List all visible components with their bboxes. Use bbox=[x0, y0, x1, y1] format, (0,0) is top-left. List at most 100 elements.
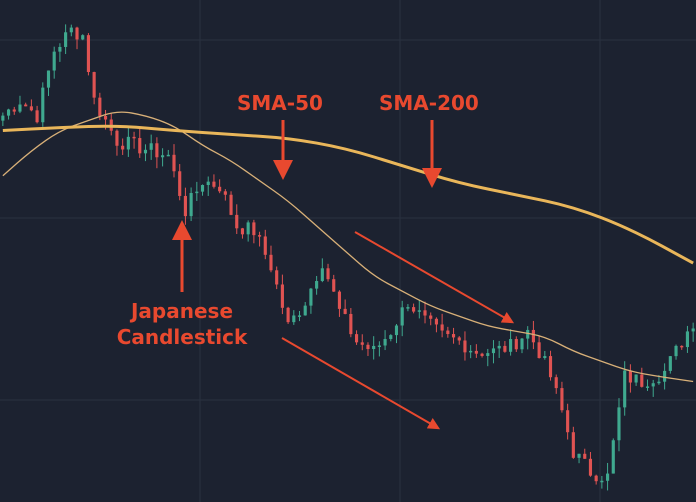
candle-bear bbox=[235, 214, 239, 229]
candle-bear bbox=[548, 356, 553, 378]
candle-bull bbox=[651, 383, 655, 387]
candle-bear bbox=[429, 315, 433, 319]
sma50-label: SMA-50 bbox=[237, 91, 323, 115]
candle-bull bbox=[617, 407, 621, 441]
candle-bull bbox=[41, 87, 45, 123]
candle-bull bbox=[309, 288, 313, 306]
candle-bear bbox=[252, 222, 256, 236]
candle-bear bbox=[212, 181, 216, 187]
candle-bull bbox=[81, 35, 85, 40]
candle-bear bbox=[172, 154, 176, 172]
candle-bear bbox=[121, 145, 125, 150]
candle-bear bbox=[223, 191, 227, 195]
candle-bull bbox=[383, 338, 387, 346]
candle-bear bbox=[354, 334, 359, 343]
candle-bull bbox=[417, 310, 421, 312]
candle-bear bbox=[554, 377, 558, 389]
candle-bear bbox=[12, 109, 16, 112]
candle-bear bbox=[560, 388, 564, 411]
candle-bull bbox=[645, 386, 650, 388]
candle-bear bbox=[183, 195, 187, 217]
sma200-line bbox=[2, 124, 694, 265]
candle-bear bbox=[440, 324, 444, 331]
sma50-line bbox=[2, 111, 694, 383]
candle-bear bbox=[24, 104, 28, 107]
candle-bull bbox=[126, 136, 130, 150]
candle-bull bbox=[674, 345, 678, 357]
candle-bull bbox=[52, 51, 56, 71]
candle-bear bbox=[680, 345, 684, 348]
candle-bull bbox=[143, 149, 148, 154]
candle-bear bbox=[366, 344, 370, 350]
candle-bear bbox=[155, 143, 159, 158]
candle-bear bbox=[474, 350, 478, 354]
candle-bear bbox=[75, 27, 79, 40]
candle-bear bbox=[566, 410, 570, 433]
candle-bull bbox=[246, 222, 250, 235]
candlestick-arrow-head bbox=[172, 220, 192, 240]
candle-bear bbox=[343, 308, 347, 314]
candle-bear bbox=[434, 318, 438, 325]
annotations: SMA-50 SMA-200 Japanese Candlestick bbox=[117, 91, 515, 430]
candle-bear bbox=[514, 339, 518, 350]
candle-bear bbox=[571, 432, 575, 458]
candle-bear bbox=[480, 353, 484, 356]
candle-bull bbox=[292, 315, 296, 323]
candle-bear bbox=[263, 236, 267, 255]
candle-bull bbox=[663, 370, 667, 382]
candle-bear bbox=[138, 138, 142, 154]
candle-bull bbox=[606, 473, 610, 481]
candle-bull bbox=[491, 348, 496, 354]
candle-bear bbox=[537, 342, 541, 358]
candle-bear bbox=[503, 345, 507, 352]
candle-bull bbox=[509, 339, 513, 352]
candle-bear bbox=[583, 453, 587, 459]
candle-bear bbox=[451, 334, 456, 338]
candle-bull bbox=[161, 155, 165, 158]
candle-bear bbox=[92, 72, 96, 98]
candle-bear bbox=[640, 374, 644, 387]
candle-bull bbox=[634, 374, 638, 383]
candle-bull bbox=[189, 192, 193, 217]
candlestick-label-line2: Candlestick bbox=[117, 325, 248, 349]
candle-bear bbox=[337, 291, 342, 309]
candle-bear bbox=[103, 115, 108, 120]
candle-bear bbox=[332, 279, 336, 292]
candle-bear bbox=[360, 342, 364, 345]
candle-bear bbox=[98, 97, 102, 116]
sma200-arrow-head bbox=[422, 168, 442, 188]
candlestick-label-line1: Japanese bbox=[129, 299, 233, 323]
candles bbox=[1, 24, 695, 491]
candle-bull bbox=[520, 338, 524, 350]
candle-bear bbox=[280, 284, 284, 308]
candle-bull bbox=[691, 328, 695, 332]
candle-bear bbox=[218, 186, 222, 192]
candle-bull bbox=[486, 353, 490, 356]
candle-bull bbox=[668, 356, 672, 371]
candle-bull bbox=[400, 307, 404, 326]
candle-bull bbox=[64, 32, 68, 47]
candle-bull bbox=[389, 335, 393, 339]
candle-bull bbox=[195, 191, 199, 194]
candle-bull bbox=[469, 350, 473, 353]
candle-bull bbox=[577, 453, 581, 458]
candle-bear bbox=[326, 268, 330, 280]
candle-bear bbox=[412, 307, 416, 312]
candle-bull bbox=[406, 307, 410, 309]
candle-bull bbox=[46, 70, 51, 88]
candle-bull bbox=[320, 268, 324, 282]
candle-bull bbox=[497, 345, 501, 349]
candle-bull bbox=[657, 381, 661, 384]
candle-bear bbox=[115, 130, 119, 146]
candle-bear bbox=[457, 337, 461, 341]
candle-bear bbox=[258, 235, 262, 237]
candle-bull bbox=[58, 46, 62, 52]
moving-averages bbox=[2, 111, 694, 383]
candle-bull bbox=[200, 185, 205, 192]
candle-bull bbox=[206, 181, 210, 186]
candle-bull bbox=[543, 356, 547, 358]
candle-bear bbox=[446, 330, 450, 335]
candle-bear bbox=[463, 340, 467, 353]
